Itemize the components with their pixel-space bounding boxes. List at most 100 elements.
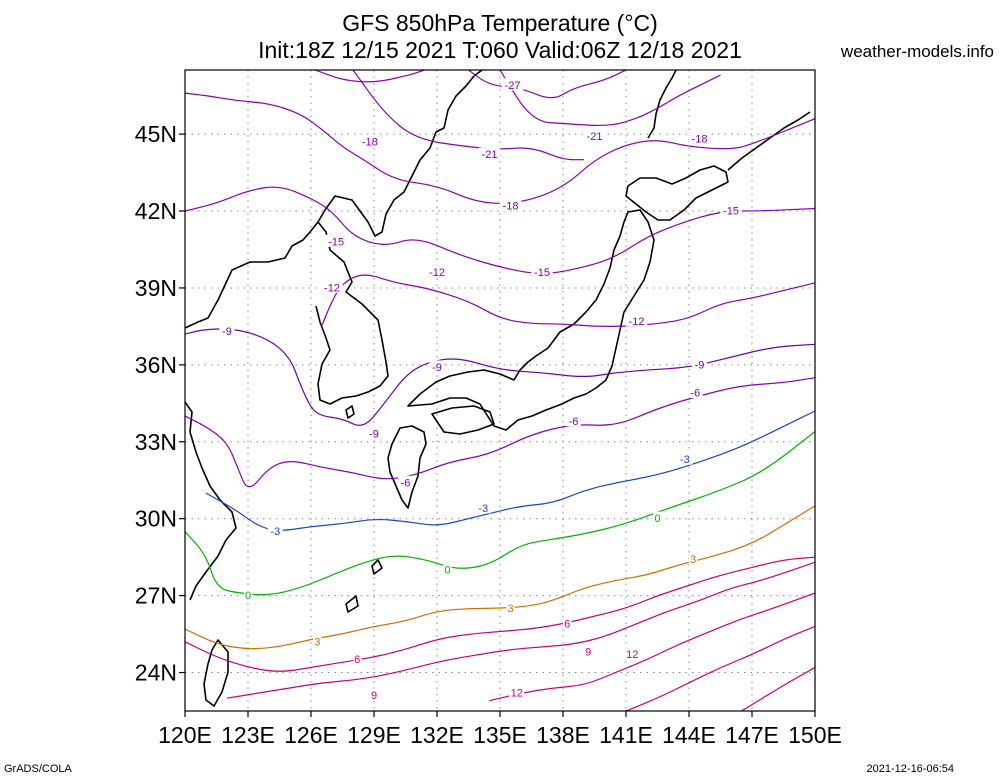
isotherm-3 [185,505,815,650]
contour-label: 0 [444,564,450,576]
coast-china-korea [185,70,483,329]
coast-china-east [185,401,237,601]
contour-label: -27 [505,80,521,92]
contour-label: -3 [478,503,488,515]
contour-label: 9 [371,690,377,702]
map-subtitle: Init:18Z 12/15 2021 T:060 Valid:06Z 12/1… [258,37,742,63]
contour-label-bg [352,652,362,665]
isotherm-9 [226,561,815,699]
lat-label: 27N [135,583,177,609]
axis-ticks [179,133,816,717]
contour-label-bg [398,475,413,488]
contour-label-bg [677,452,693,465]
contour-label: -3 [680,454,690,466]
contour-label: -12 [429,267,445,279]
contour-label: -6 [569,416,579,428]
contour-label-bg [443,562,452,575]
contour-label: -9 [695,359,705,371]
contour-label-bg [566,414,581,427]
coast-ryukyu-2 [371,559,383,575]
contour-label: 6 [354,654,360,666]
contour-label: 3 [690,554,696,566]
contour-label-bg [366,427,382,440]
isotherm-6 [185,556,815,672]
contour-label: 6 [564,618,570,630]
contour-label-bg [478,147,501,160]
lon-label: 132E [410,722,464,748]
lat-label: 42N [135,198,177,224]
contour-label-bg [583,645,593,658]
contour-label-bg [325,234,347,247]
contour-label: -18 [362,136,378,148]
timestamp: 2021-12-16-06:54 [866,763,954,775]
contour-label-bg [653,511,662,524]
coast-sakhalin [647,70,677,139]
latitude-labels: 45N 42N 39N 36N 33N 30N 27N 24N [135,121,177,685]
lon-label: 150E [788,722,842,748]
isotherm--21 [352,70,584,161]
lat-label: 30N [135,506,177,532]
lon-label: 129E [347,722,401,748]
map-title: GFS 850hPa Temperature (°C) [342,10,658,36]
coast-honshu [407,209,655,431]
contour-label: -12 [324,282,340,294]
coast-ryukyu-1 [345,595,359,613]
contour-label: -21 [482,149,498,161]
isotherm--3 [205,410,815,531]
contour-label-bg [475,501,491,514]
contour-label: -6 [401,477,411,489]
contour-label: -9 [369,429,379,441]
contour-label-bg [499,198,522,211]
contour-label: -6 [690,388,700,400]
contour-label-bg [429,360,445,373]
contour-label-bg [426,265,448,278]
contour-label: 0 [245,590,251,602]
contour-label-bg [687,386,703,399]
contour-label-bg [562,616,572,629]
coast-tsushima [345,405,355,419]
contour-label-bg [583,129,606,142]
lon-label: 123E [221,722,275,748]
isotherm--9 [185,328,815,426]
lon-label: 120E [158,722,212,748]
isotherm-18 [741,666,815,711]
contour-label: -3 [270,526,280,538]
lon-label: 126E [284,722,338,748]
lat-label: 24N [135,660,177,686]
lon-label: 141E [599,722,653,748]
isotherm--15 [185,186,815,274]
contour-label: -15 [723,206,739,218]
coast-hokkaido [625,165,729,221]
coast-kyushu [387,425,427,509]
isotherm-0 [185,431,815,596]
coast-taiwan [203,639,229,707]
contour-label-bg [688,552,698,565]
isotherm-15 [625,625,815,711]
grads-credit: GrADS/COLA [4,763,72,775]
contour-label-bg [692,357,707,370]
contour-label: 3 [314,636,320,648]
contour-label: -21 [587,131,603,143]
coast-shikoku [431,405,495,435]
lat-label: 39N [135,275,177,301]
contour-label: -9 [222,326,232,338]
temperature-contours [185,70,815,711]
contour-label-bg [501,78,524,91]
contour-labels: -27 -21 -21 -18 -18 -18 -15 -15 -15 -12 -12 -12 -9 -9… [219,78,742,702]
coastlines [185,70,811,707]
isotherm--12 [320,274,815,328]
contour-label: 9 [585,647,591,659]
contour-label-bg [625,314,648,327]
contour-label: 0 [654,513,660,525]
lat-label: 45N [135,121,177,147]
contour-label: -15 [328,236,344,248]
coast-kurils [727,111,811,171]
site-credit: weather-models.info [840,42,994,61]
lon-label: 135E [473,722,527,748]
isotherm--18 [185,92,815,204]
contour-label-bg [267,524,283,537]
lon-label: 147E [725,722,779,748]
contour-label: -15 [534,267,550,279]
contour-label-bg [321,280,343,293]
